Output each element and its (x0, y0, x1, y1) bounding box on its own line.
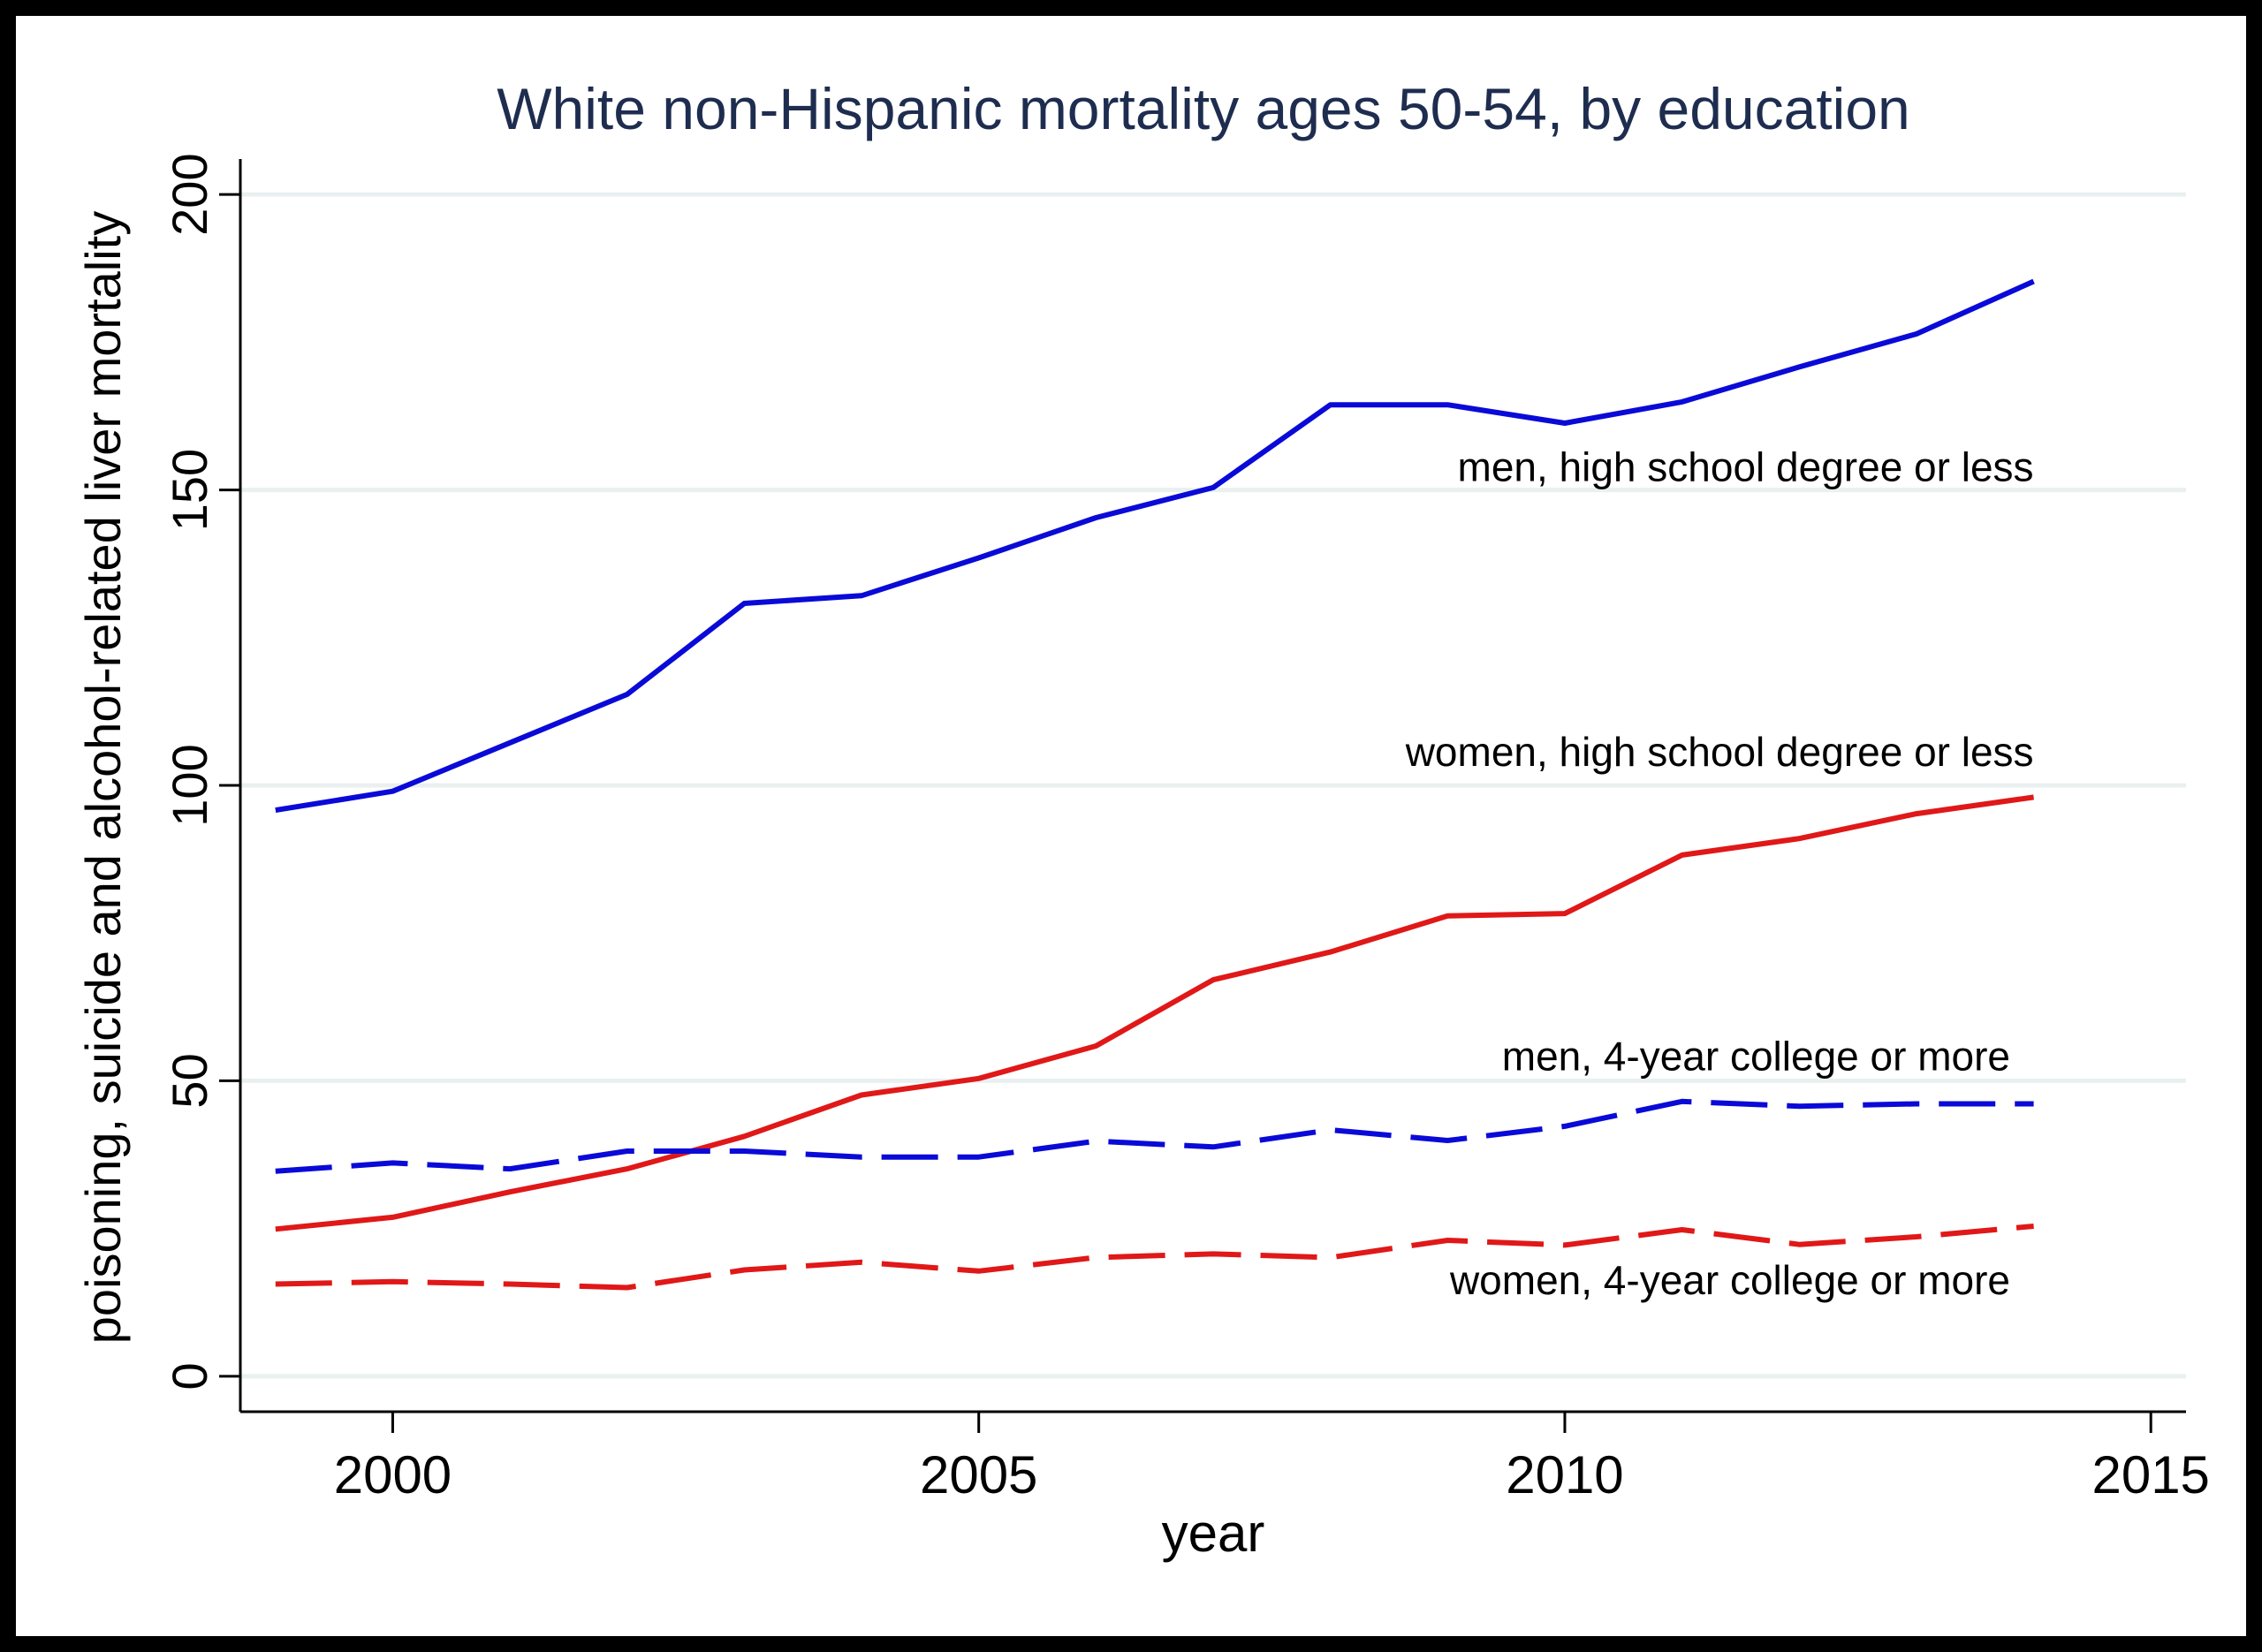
y-tick-label-150: 150 (162, 449, 217, 531)
series-line-4 (275, 1224, 2034, 1291)
gridlines (240, 192, 2186, 1379)
x-tick-label-2015: 2015 (2091, 1445, 2209, 1504)
y-tick-label-200: 200 (162, 153, 217, 235)
x-tick-label-2010: 2010 (1506, 1445, 1623, 1504)
y-axis-label: poisoning, suicide and alcohol-related l… (75, 211, 131, 1344)
series-line-1 (275, 278, 2035, 814)
series-label-1: men, high school degree or less (1458, 444, 2034, 490)
series-label-4: women, 4-year college or more (1449, 1257, 2010, 1303)
axes: 0 50 100 150 200 2000 2005 2010 2015 (162, 153, 2210, 1504)
x-tick-label-2005: 2005 (920, 1445, 1037, 1504)
series-label-2: women, high school degree or less (1405, 729, 2034, 775)
series-line-2 (275, 794, 2035, 1232)
annotations: men, high school degree or less women, hi… (1405, 444, 2034, 1303)
y-tick-label-0: 0 (162, 1362, 217, 1390)
series-lines (275, 278, 2035, 1291)
x-tick-label-2000: 2000 (334, 1445, 452, 1504)
series-line-3 (275, 1098, 2034, 1174)
x-axis-label: year (1162, 1504, 1265, 1563)
chart-title: White non-Hispanic mortality ages 50-54,… (497, 76, 1910, 141)
series-label-3: men, 4-year college or more (1502, 1033, 2010, 1079)
chart-background (16, 16, 2246, 1636)
y-tick-label-50: 50 (162, 1053, 217, 1108)
y-tick-label-100: 100 (162, 744, 217, 826)
